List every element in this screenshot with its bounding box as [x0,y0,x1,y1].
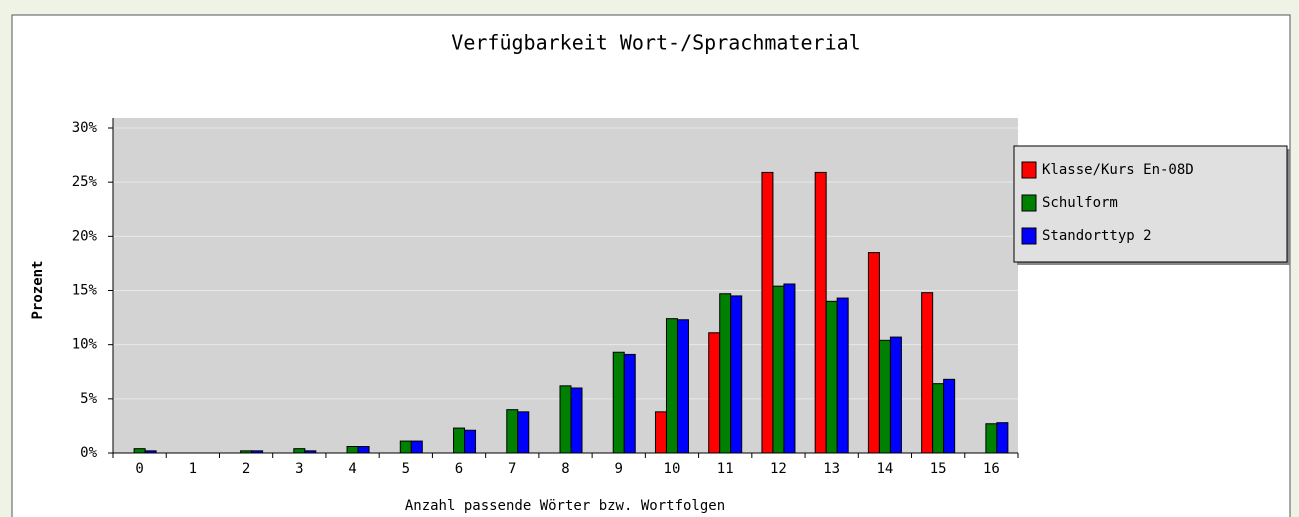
x-tick-label: 8 [561,461,569,477]
bar [570,387,583,454]
legend-label: Klasse/Kurs En-08D [1042,162,1194,178]
bar [251,450,264,454]
bar [932,383,945,454]
bar [867,252,880,454]
bar [985,423,998,454]
legend [1013,145,1288,263]
bar [654,411,667,454]
bar [719,293,732,454]
x-tick-label: 5 [402,461,410,477]
x-tick-label: 7 [508,461,516,477]
bar [517,411,530,454]
x-tick-label: 13 [823,461,840,477]
y-tick-label: 30% [72,120,98,136]
bar [464,429,477,454]
x-tick-label: 16 [983,461,1000,477]
x-tick-label: 15 [930,461,947,477]
bar [814,171,827,454]
y-tick-label: 5% [80,391,97,407]
bar [825,300,838,454]
y-tick-label: 10% [72,337,98,353]
bar [453,427,466,454]
bar [730,295,743,454]
x-tick-label: 0 [135,461,143,477]
legend-label: Standorttyp 2 [1042,228,1152,244]
bar [506,409,519,454]
y-tick-label: 0% [80,445,97,461]
y-tick-label: 25% [72,174,98,190]
bar [996,422,1009,454]
bar [665,318,678,454]
x-tick-label: 14 [876,461,893,477]
bar [783,283,796,454]
bar [889,336,902,454]
x-axis-label: Anzahl passende Wörter bzw. Wortfolgen [405,498,725,514]
bar [921,292,934,454]
legend-label: Schulform [1042,195,1118,211]
x-tick-label: 12 [770,461,787,477]
legend-swatch [1021,227,1037,245]
y-axis-label: Prozent [30,260,46,319]
x-tick-label: 4 [348,461,356,477]
legend-swatch [1021,161,1037,179]
bar [623,353,636,454]
bar [304,450,317,454]
x-tick-label: 6 [455,461,463,477]
x-tick-label: 2 [242,461,250,477]
bar [399,440,412,454]
x-tick-label: 9 [615,461,623,477]
bar [761,171,774,454]
y-tick-label: 15% [72,283,98,299]
bar [240,450,253,454]
bar [559,385,572,454]
x-tick-label: 1 [189,461,197,477]
legend-swatch [1021,194,1037,212]
bar [357,446,370,454]
bar [612,351,625,454]
bar [878,339,891,454]
x-tick-label: 3 [295,461,303,477]
chart-title: Verfügbarkeit Wort-/Sprachmaterial [451,31,860,55]
bar [133,448,146,454]
bar [676,319,689,454]
bar [293,448,306,454]
y-tick-label: 20% [72,228,98,244]
bar [943,378,956,454]
bar [708,332,721,454]
bar [772,285,785,454]
x-tick-label: 11 [717,461,734,477]
bar [144,450,157,454]
bar [836,297,849,454]
bar [410,440,423,454]
x-tick-label: 10 [664,461,681,477]
bar [346,446,359,454]
